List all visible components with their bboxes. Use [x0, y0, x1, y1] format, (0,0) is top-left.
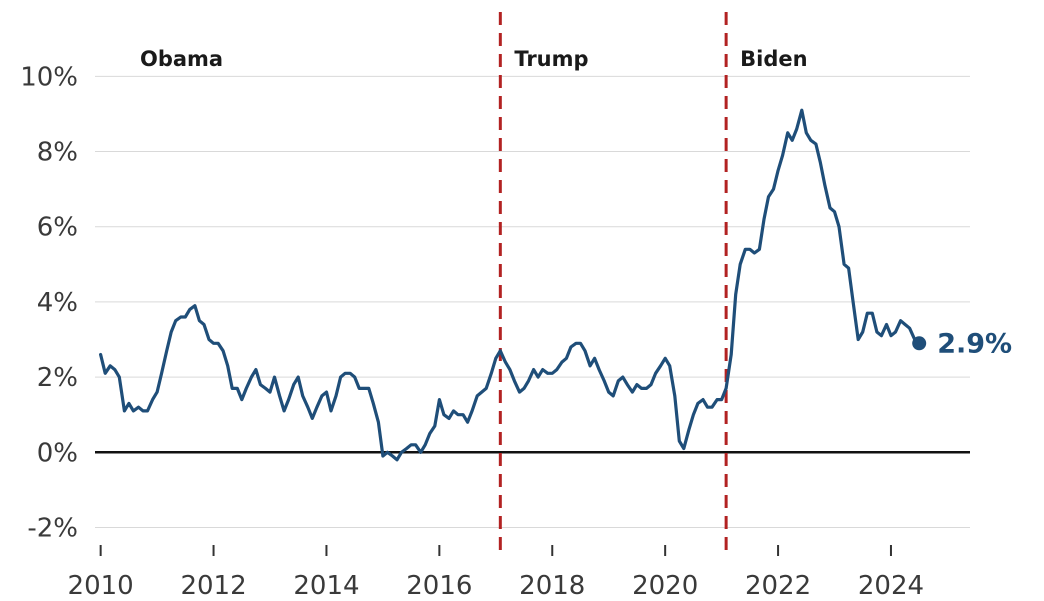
x-tick-label: 2016	[406, 571, 472, 601]
y-tick-label: 0%	[37, 438, 78, 468]
era-label-obama: Obama	[140, 47, 223, 71]
gridlines	[95, 75, 970, 528]
y-tick-label: 2%	[37, 363, 78, 393]
x-tick-label: 2010	[68, 571, 134, 601]
end-value-label: 2.9%	[937, 328, 1012, 359]
x-axis-ticks: 2010 2012 2014 2016 2018 2020 2022 2024	[68, 545, 924, 601]
y-axis-ticks: -2% 0% 2% 4% 6% 8% 10%	[20, 62, 78, 543]
inflation-series	[99, 108, 921, 462]
x-tick-label: 2020	[632, 571, 698, 601]
series-line	[99, 108, 921, 462]
era-label-biden: Biden	[740, 47, 807, 71]
x-tick-label: 2022	[745, 571, 811, 601]
end-marker: 2.9%	[912, 328, 1012, 359]
era-labels: Obama Trump Biden	[140, 47, 808, 71]
x-tick-label: 2018	[519, 571, 585, 601]
y-tick-label: -2%	[27, 513, 78, 543]
x-tick-label: 2014	[293, 571, 359, 601]
end-point-dot	[912, 336, 927, 351]
x-tick-label: 2012	[180, 571, 246, 601]
y-tick-label: 10%	[20, 62, 78, 92]
y-tick-label: 8%	[37, 138, 78, 168]
x-tick-label: 2024	[858, 571, 924, 601]
y-tick-label: 4%	[37, 288, 78, 318]
y-tick-label: 6%	[37, 213, 78, 243]
era-label-trump: Trump	[514, 47, 588, 71]
presidential-term-dividers	[498, 12, 728, 550]
